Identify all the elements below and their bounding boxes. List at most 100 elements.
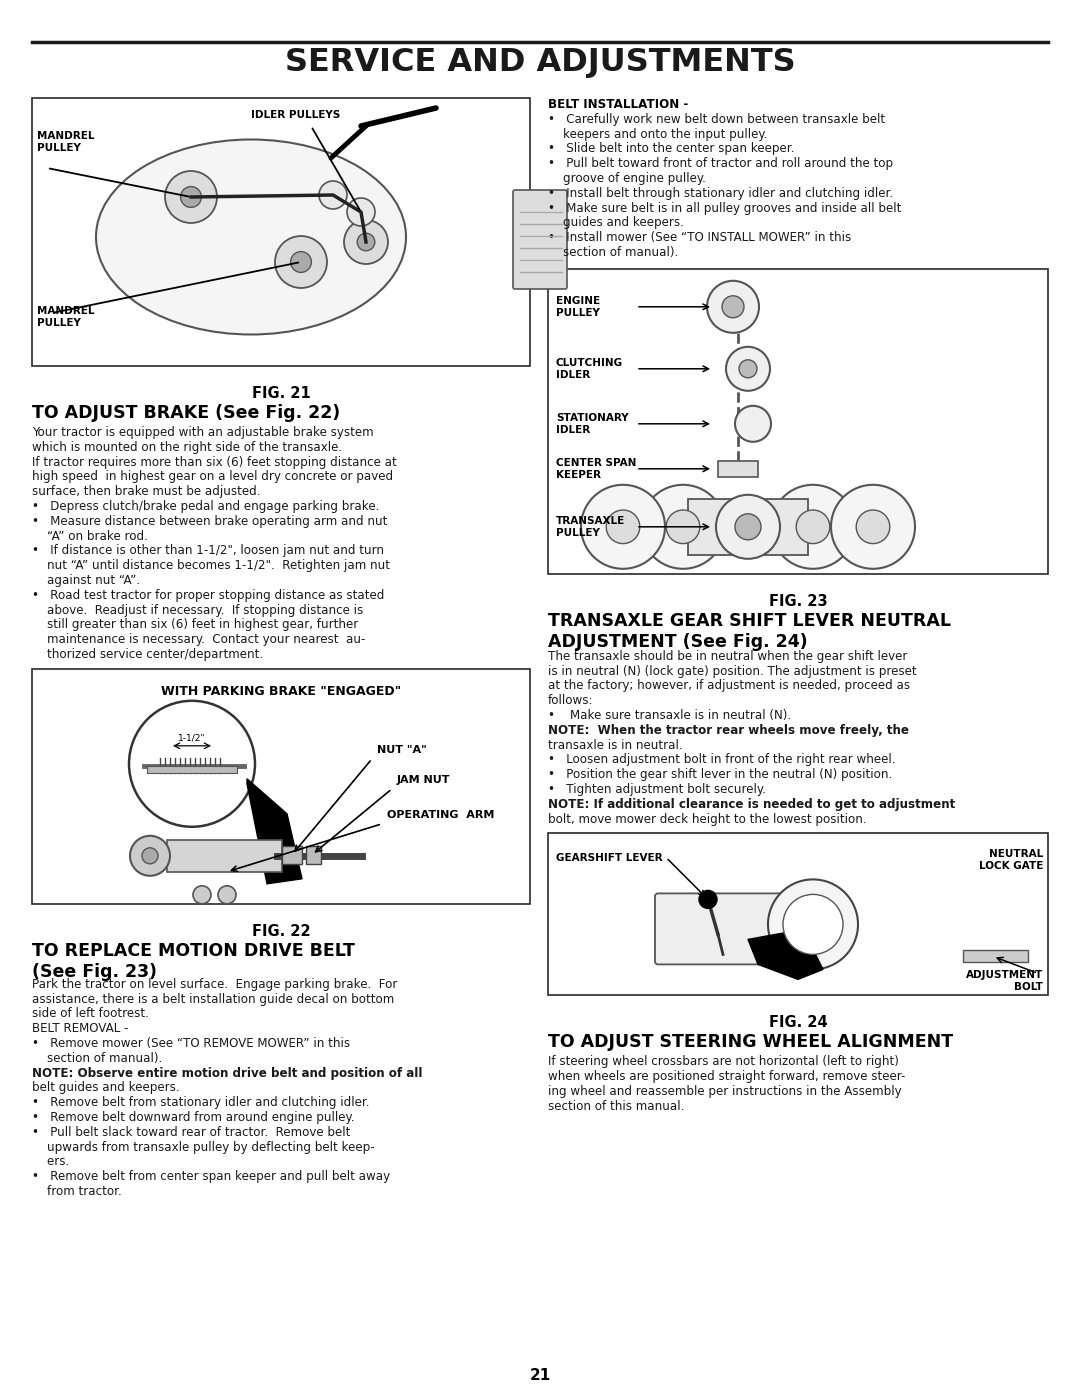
- Ellipse shape: [96, 140, 406, 334]
- Text: OPERATING  ARM: OPERATING ARM: [387, 810, 495, 820]
- Text: •    Make sure transaxle is in neutral (N).: • Make sure transaxle is in neutral (N).: [548, 710, 792, 722]
- Text: high speed  in highest gear on a level dry concrete or paved: high speed in highest gear on a level dr…: [32, 471, 393, 483]
- Text: surface, then brake must be adjusted.: surface, then brake must be adjusted.: [32, 485, 260, 499]
- Circle shape: [768, 879, 858, 970]
- Circle shape: [345, 219, 388, 264]
- Text: If steering wheel crossbars are not horizontal (left to right): If steering wheel crossbars are not hori…: [548, 1055, 899, 1069]
- Circle shape: [739, 360, 757, 377]
- Bar: [167, 840, 282, 872]
- Polygon shape: [748, 929, 823, 979]
- Bar: [32, 98, 530, 366]
- Text: ADJUSTMENT
BOLT: ADJUSTMENT BOLT: [966, 971, 1043, 992]
- Text: when wheels are positioned straight forward, remove steer-: when wheels are positioned straight forw…: [548, 1070, 905, 1083]
- Text: Park the tractor on level surface.  Engage parking brake.  For: Park the tractor on level surface. Engag…: [32, 978, 397, 990]
- Text: TO ADJUST BRAKE (See Fig. 22): TO ADJUST BRAKE (See Fig. 22): [32, 404, 340, 422]
- Circle shape: [783, 894, 843, 954]
- Circle shape: [642, 485, 725, 569]
- Text: •   Pull belt toward front of tractor and roll around the top: • Pull belt toward front of tractor and …: [548, 158, 893, 170]
- Circle shape: [218, 886, 237, 904]
- Text: MANDREL
PULLEY: MANDREL PULLEY: [37, 306, 95, 328]
- Text: which is mounted on the right side of the transaxle.: which is mounted on the right side of th…: [32, 441, 342, 454]
- Text: thorized service center/department.: thorized service center/department.: [32, 648, 264, 661]
- Bar: [688, 499, 808, 555]
- Text: bolt, move mower deck height to the lowest position.: bolt, move mower deck height to the lowe…: [548, 813, 866, 826]
- Circle shape: [319, 182, 347, 210]
- Text: NOTE: If additional clearance is needed to get to adjustment: NOTE: If additional clearance is needed …: [548, 798, 955, 810]
- Text: SERVICE AND ADJUSTMENTS: SERVICE AND ADJUSTMENTS: [285, 47, 795, 78]
- Circle shape: [130, 835, 170, 876]
- Text: If tractor requires more than six (6) feet stopping distance at: If tractor requires more than six (6) fe…: [32, 455, 396, 468]
- Text: •   Measure distance between brake operating arm and nut: • Measure distance between brake operati…: [32, 515, 388, 528]
- Text: FIG. 24: FIG. 24: [769, 1016, 827, 1031]
- Circle shape: [357, 233, 375, 251]
- Text: from tractor.: from tractor.: [32, 1185, 122, 1199]
- Text: •   Install belt through stationary idler and clutching idler.: • Install belt through stationary idler …: [548, 187, 893, 200]
- Bar: [963, 950, 1028, 963]
- Text: groove of engine pulley.: groove of engine pulley.: [548, 172, 706, 184]
- Bar: [306, 845, 321, 863]
- Bar: [548, 834, 1048, 996]
- Text: follows:: follows:: [548, 694, 594, 707]
- Circle shape: [193, 886, 211, 904]
- Text: NEUTRAL
LOCK GATE: NEUTRAL LOCK GATE: [978, 849, 1043, 870]
- Circle shape: [771, 485, 855, 569]
- Circle shape: [141, 848, 158, 863]
- Text: maintenance is necessary.  Contact your nearest  au-: maintenance is necessary. Contact your n…: [32, 633, 365, 647]
- Circle shape: [581, 485, 665, 569]
- Text: GEARSHIFT LEVER: GEARSHIFT LEVER: [556, 854, 663, 863]
- Text: The transaxle should be in neutral when the gear shift lever: The transaxle should be in neutral when …: [548, 650, 907, 662]
- Text: JAM NUT: JAM NUT: [397, 775, 450, 785]
- Text: keepers and onto the input pulley.: keepers and onto the input pulley.: [548, 127, 768, 141]
- Text: TO ADJUST STEERING WHEEL ALIGNMENT: TO ADJUST STEERING WHEEL ALIGNMENT: [548, 1034, 954, 1052]
- Circle shape: [291, 251, 311, 272]
- Text: 1-1/2": 1-1/2": [178, 733, 206, 743]
- Text: TRANSAXLE
PULLEY: TRANSAXLE PULLEY: [556, 515, 625, 538]
- Circle shape: [666, 510, 700, 543]
- Circle shape: [606, 510, 639, 543]
- Circle shape: [180, 187, 201, 207]
- Text: guides and keepers.: guides and keepers.: [548, 217, 684, 229]
- Text: •   Make sure belt is in all pulley grooves and inside all belt: • Make sure belt is in all pulley groove…: [548, 201, 902, 215]
- Text: WITH PARKING BRAKE "ENGAGED": WITH PARKING BRAKE "ENGAGED": [161, 685, 401, 697]
- Text: transaxle is in neutral.: transaxle is in neutral.: [548, 739, 683, 752]
- Circle shape: [707, 281, 759, 332]
- Text: NOTE:  When the tractor rear wheels move freely, the: NOTE: When the tractor rear wheels move …: [548, 724, 909, 736]
- Text: against nut “A”.: against nut “A”.: [32, 574, 140, 587]
- Text: STATIONARY
IDLER: STATIONARY IDLER: [556, 414, 629, 434]
- Text: section of manual).: section of manual).: [548, 246, 678, 258]
- Text: CLUTCHING
IDLER: CLUTCHING IDLER: [556, 358, 623, 380]
- Text: •   Slide belt into the center span keeper.: • Slide belt into the center span keeper…: [548, 142, 795, 155]
- Text: IDLER PULLEYS: IDLER PULLEYS: [251, 110, 340, 120]
- Bar: [147, 766, 237, 773]
- Text: •   If distance is other than 1-1/2", loosen jam nut and turn: • If distance is other than 1-1/2", loos…: [32, 545, 384, 557]
- Text: NOTE: Observe entire motion drive belt and position of all: NOTE: Observe entire motion drive belt a…: [32, 1066, 422, 1080]
- Text: assistance, there is a belt installation guide decal on bottom: assistance, there is a belt installation…: [32, 993, 394, 1006]
- Text: MANDREL
PULLEY: MANDREL PULLEY: [37, 131, 95, 154]
- Circle shape: [699, 890, 717, 908]
- Text: NUT "A": NUT "A": [377, 745, 427, 754]
- Text: •   Tighten adjustment bolt securely.: • Tighten adjustment bolt securely.: [548, 782, 766, 796]
- Text: TO REPLACE MOTION DRIVE BELT
(See Fig. 23): TO REPLACE MOTION DRIVE BELT (See Fig. 2…: [32, 942, 355, 981]
- Polygon shape: [247, 778, 302, 884]
- Text: •   Carefully work new belt down between transaxle belt: • Carefully work new belt down between t…: [548, 113, 886, 126]
- Text: •   Remove belt from stationary idler and clutching idler.: • Remove belt from stationary idler and …: [32, 1097, 369, 1109]
- Text: section of this manual.: section of this manual.: [548, 1099, 685, 1113]
- Text: still greater than six (6) feet in highest gear, further: still greater than six (6) feet in highe…: [32, 619, 359, 631]
- Circle shape: [735, 405, 771, 441]
- Circle shape: [796, 510, 829, 543]
- Bar: [282, 845, 302, 863]
- Circle shape: [716, 495, 780, 559]
- Text: 21: 21: [529, 1368, 551, 1383]
- Text: •   Remove belt downward from around engine pulley.: • Remove belt downward from around engin…: [32, 1111, 354, 1125]
- Text: FIG. 21: FIG. 21: [252, 386, 310, 401]
- Bar: [718, 461, 758, 476]
- FancyBboxPatch shape: [513, 190, 567, 289]
- Text: above.  Readjust if necessary.  If stopping distance is: above. Readjust if necessary. If stoppin…: [32, 604, 363, 616]
- Circle shape: [856, 510, 890, 543]
- Text: nut “A” until distance becomes 1-1/2".  Retighten jam nut: nut “A” until distance becomes 1-1/2". R…: [32, 559, 390, 573]
- Text: belt guides and keepers.: belt guides and keepers.: [32, 1081, 179, 1094]
- Text: FIG. 22: FIG. 22: [252, 923, 310, 939]
- FancyBboxPatch shape: [654, 894, 806, 964]
- Text: •   Position the gear shift lever in the neutral (N) position.: • Position the gear shift lever in the n…: [548, 768, 892, 781]
- Text: •   Remove belt from center span keeper and pull belt away: • Remove belt from center span keeper an…: [32, 1171, 390, 1183]
